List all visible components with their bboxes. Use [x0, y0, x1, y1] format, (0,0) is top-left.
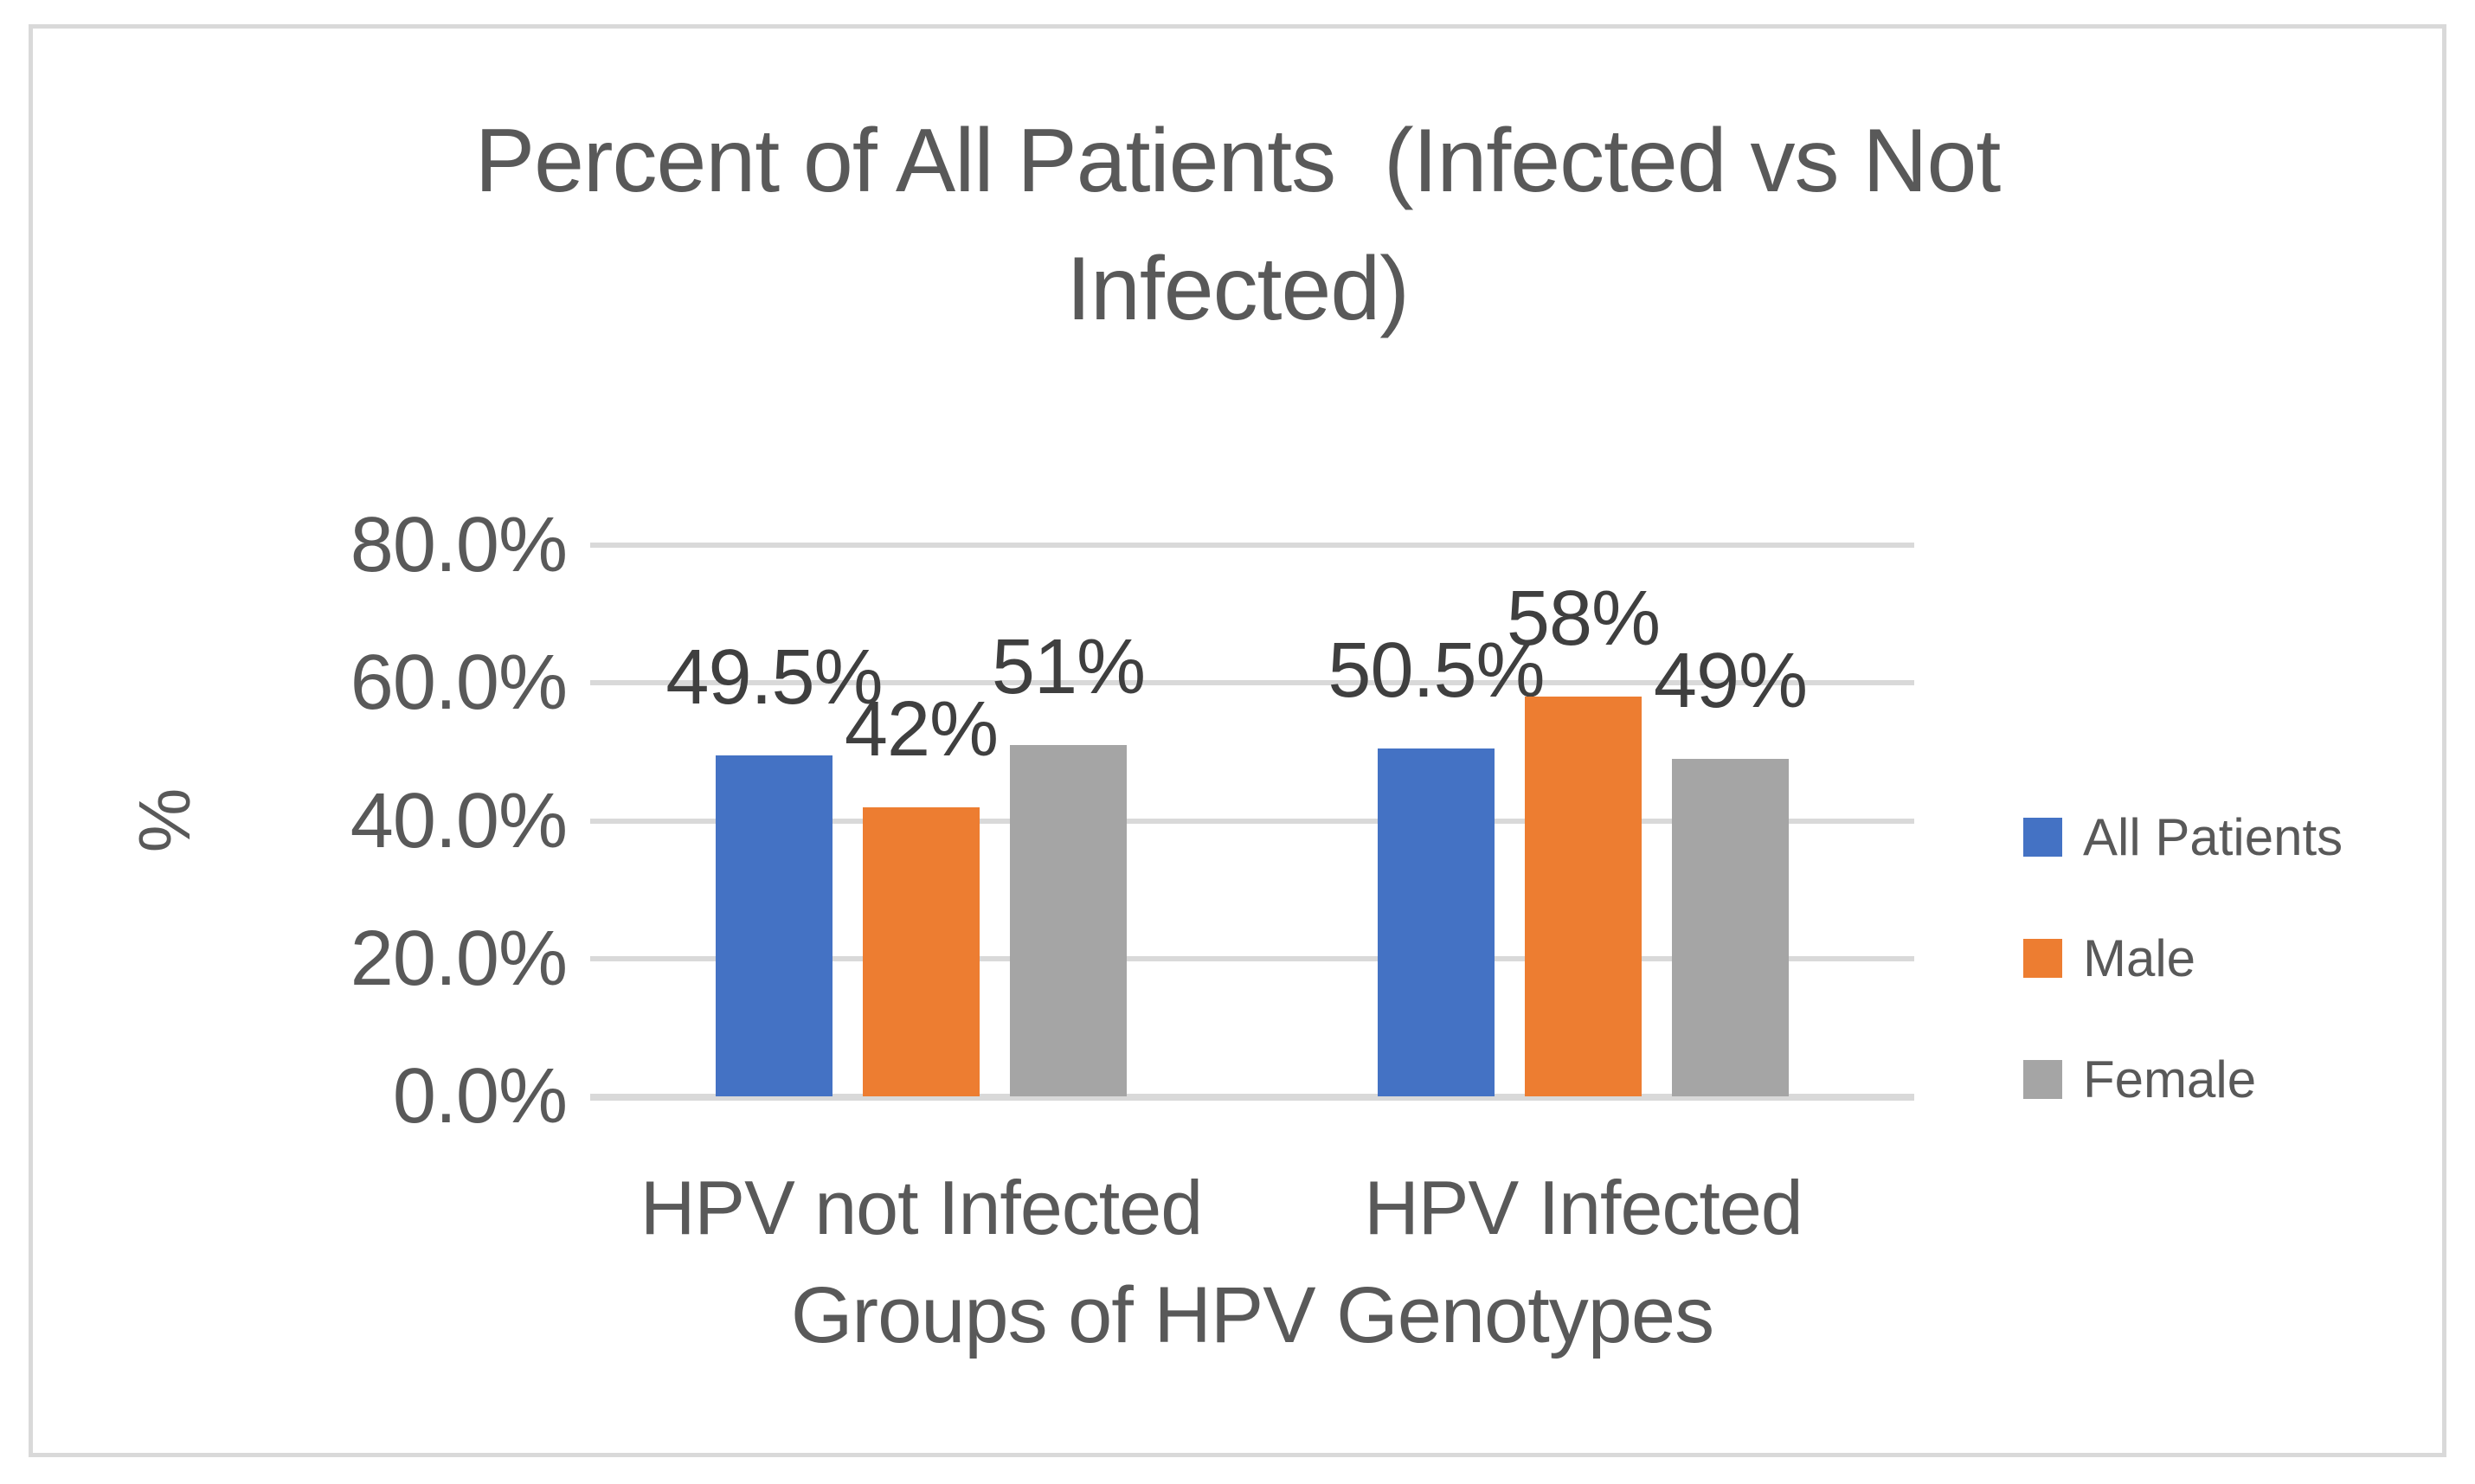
x-axis-title: Groups of HPV Genotypes — [790, 1271, 1714, 1359]
bar-male-0 — [863, 806, 980, 1096]
bar-female-0 — [1010, 744, 1127, 1096]
y-gridline-80 — [590, 543, 1914, 548]
chart-title-line-1: Percent of All Patients (Infected vs Not — [474, 111, 2002, 211]
data-label-all-patients-0: 49.5% — [665, 633, 883, 721]
x-category-label-hpv-infected: HPV Infected — [1364, 1165, 1803, 1250]
y-gridline-0 — [590, 1094, 1914, 1101]
data-label-male-0: 42% — [844, 685, 999, 773]
y-gridline-60 — [590, 680, 1914, 686]
data-label-female-0: 51% — [991, 623, 1146, 710]
plot-area: 49.5% 42% 51% 50.5% 58% 49% — [590, 543, 1914, 1101]
chart-title: Percent of All Patients (Infected vs Not… — [0, 97, 2475, 353]
chart-border-frame — [29, 24, 2446, 1457]
legend-swatch-female — [2023, 1059, 2062, 1099]
legend-item-male: Male — [2023, 927, 2195, 989]
y-tick-label-0: 0.0% — [392, 1053, 568, 1140]
legend-item-all-patients: All Patients — [2023, 806, 2343, 868]
y-gridline-20 — [590, 955, 1914, 961]
y-gridline-40 — [590, 818, 1914, 824]
bar-all-patients-0 — [716, 755, 832, 1096]
y-tick-label-40: 40.0% — [350, 777, 568, 864]
legend-swatch-all-patients — [2023, 817, 2062, 857]
legend-label-male: Male — [2083, 928, 2196, 987]
legend: All Patients Male Female — [2023, 0, 2439, 1484]
y-tick-label-60: 60.0% — [350, 639, 568, 727]
bar-male-1 — [1525, 697, 1642, 1096]
data-label-male-1: 58% — [1506, 575, 1661, 663]
data-label-female-1: 49% — [1653, 637, 1808, 724]
legend-item-female: Female — [2023, 1048, 2256, 1110]
chart-title-line-2: Infected) — [1066, 239, 1410, 339]
legend-swatch-male — [2023, 938, 2062, 978]
legend-label-all-patients: All Patients — [2083, 807, 2343, 866]
y-tick-label-20: 20.0% — [350, 915, 568, 1002]
x-category-label-hpv-not-infected: HPV not Infected — [640, 1165, 1203, 1250]
data-label-all-patients-1: 50.5% — [1328, 626, 1545, 714]
y-tick-label-80: 80.0% — [350, 502, 568, 588]
legend-label-female: Female — [2083, 1050, 2257, 1108]
bar-all-patients-1 — [1378, 748, 1495, 1096]
bar-female-1 — [1672, 758, 1789, 1096]
